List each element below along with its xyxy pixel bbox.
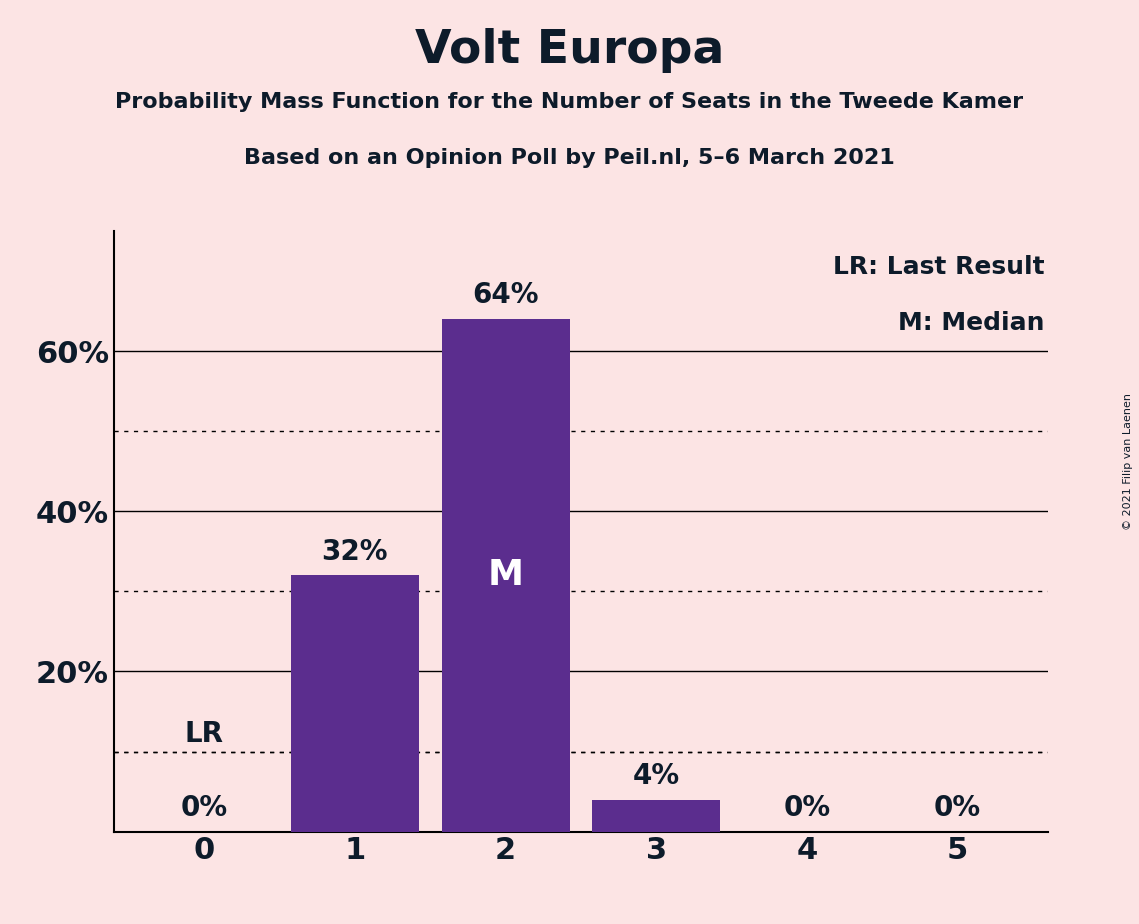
Text: 4%: 4% <box>632 762 680 790</box>
Bar <box>290 576 419 832</box>
Text: 0%: 0% <box>784 794 830 822</box>
Text: Probability Mass Function for the Number of Seats in the Tweede Kamer: Probability Mass Function for the Number… <box>115 92 1024 113</box>
Bar <box>442 319 570 832</box>
Text: M: M <box>487 558 524 592</box>
Text: © 2021 Filip van Laenen: © 2021 Filip van Laenen <box>1123 394 1133 530</box>
Text: Based on an Opinion Poll by Peil.nl, 5–6 March 2021: Based on an Opinion Poll by Peil.nl, 5–6… <box>244 148 895 168</box>
Text: M: Median: M: Median <box>899 311 1044 335</box>
Text: 32%: 32% <box>321 538 388 565</box>
Text: 0%: 0% <box>181 794 228 822</box>
Text: LR: LR <box>185 720 223 748</box>
Text: 0%: 0% <box>934 794 981 822</box>
Text: LR: Last Result: LR: Last Result <box>834 255 1044 279</box>
Bar <box>592 799 720 832</box>
Text: Volt Europa: Volt Europa <box>415 28 724 73</box>
Text: 64%: 64% <box>473 282 539 310</box>
